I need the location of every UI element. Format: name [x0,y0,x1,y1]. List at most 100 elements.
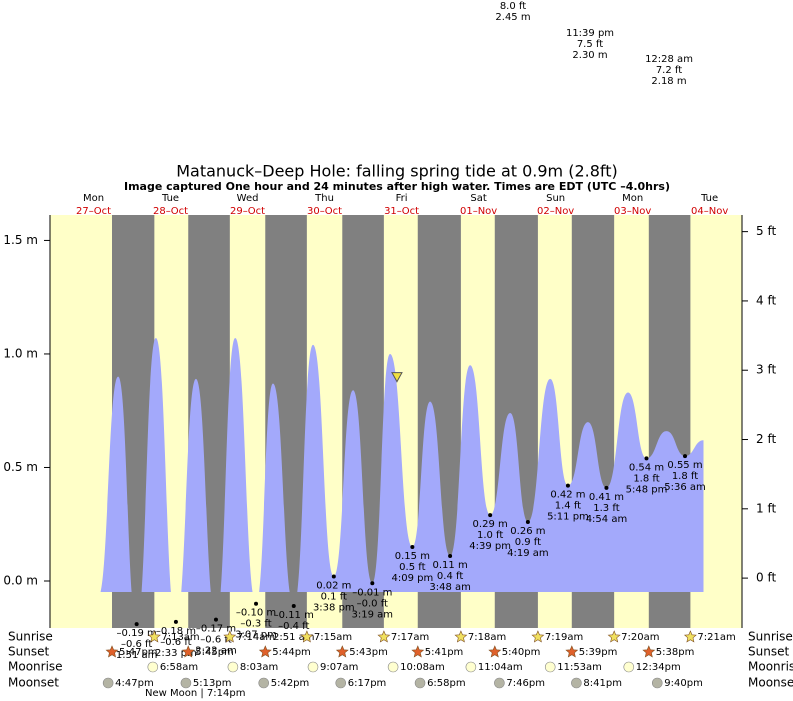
day-date: 03–Nov [614,206,651,217]
low-time: 4:19 am [507,548,549,559]
day-date: 27–Oct [76,206,111,217]
sunrise-icon [223,630,237,643]
low-point [370,581,375,586]
low-ft: 1.0 ft [477,530,503,541]
low-value: 0.55 m [667,460,702,471]
moonset-icon [414,677,426,689]
sunrise-icon [607,630,621,643]
low-ft: –0.0 ft [357,598,388,609]
high-annotation: 2.18 m [651,76,686,87]
foreground: 0.0 m 0.5 m 1.0 m 1.5 m 0 ft 1 ft 2 ft 3 ft 4 ft… [3,1,793,690]
moonset-icon [494,677,505,689]
row-label: Moonset [8,676,59,690]
low-time: 4:39 pm [469,541,511,552]
row-time: 7:18am [468,632,506,643]
sunset-icon [258,645,272,658]
day-name: Fri [396,193,408,204]
day-name: Sat [470,193,486,204]
chart-subtitle: Image captured One hour and 24 minutes a… [124,180,670,193]
row-time: 6:58pm [427,678,466,689]
low-value: –0.17 m [196,624,236,635]
low-point [134,622,139,627]
low-ft: 1.4 ft [555,501,581,512]
row-time: 5:45pm [195,647,234,658]
low-ft: –0.3 ft [240,619,271,630]
low-ft: –0.4 ft [278,621,309,632]
low-time: 3:07 pm [235,630,277,641]
moonrise-icon [227,661,239,673]
sunrise-icon [377,630,391,643]
y2-tick-label: 1 ft [756,501,776,515]
sunrise-icon [683,630,697,643]
low-time: 2:51 am [273,632,315,643]
sunset-icon [565,645,579,658]
low-point [604,485,609,490]
day-date: 31–Oct [384,206,419,217]
sunrise-icon [300,630,314,643]
low-time: 4:09 pm [391,573,433,584]
sunrise-icon [147,630,161,643]
low-time: 5:11 pm [547,512,589,523]
row-time: 7:46pm [506,678,545,689]
sunset-icon [335,645,349,658]
row-time: 7:13am [161,632,199,643]
low-ft: 1.8 ft [633,473,659,484]
low-ft: 1.8 ft [672,471,698,482]
moonset-icon [651,677,663,689]
moon-phase: New Moon | 7:14pm [145,688,245,699]
low-value: 0.15 m [395,551,430,562]
high-annotation: 8.0 ft [500,1,526,12]
low-value: 0.41 m [589,492,624,503]
y2-tick-label: 4 ft [756,293,776,307]
row-time: 5:13pm [193,678,232,689]
low-ft: –0.6 ft [121,639,152,650]
day-name: Wed [237,193,259,204]
moonrise-icon [307,661,319,673]
moonset-icon [180,677,192,689]
row-time: 7:21am [697,632,735,643]
high-annotation: 2.30 m [572,50,607,61]
row-time: 8:41pm [583,678,622,689]
low-value: 0.29 m [473,519,508,530]
moonrise-icon [147,661,159,673]
row-time: 9:40pm [664,678,703,689]
y-tick-label: 1.0 m [3,346,38,360]
low-time: 2:33 pm [155,648,197,659]
moonset-icon [102,677,114,689]
day-name: Mon [622,193,643,204]
row-label: Moonrise [8,660,63,674]
row-time: 5:42pm [271,678,310,689]
row-label-right: Sunset [748,645,789,659]
row-time: 7:17am [391,632,429,643]
low-time: 1:51 am [116,650,158,661]
low-point [410,544,415,549]
low-ft: –0.6 ft [160,637,191,648]
low-point [213,617,218,622]
y-tick-label: 0.5 m [3,460,38,474]
low-point [488,513,493,518]
row-time: 4:47pm [115,678,154,689]
day-date: 01–Nov [460,206,497,217]
day-date: 04–Nov [691,206,728,217]
day-name: Thu [314,193,334,204]
low-value: 0.02 m [316,580,351,591]
sunset-icon [181,645,195,658]
low-ft: 0.1 ft [321,591,347,602]
row-time: 5:47pm [119,647,158,658]
low-point [683,454,688,459]
row-time: 6:17pm [348,678,387,689]
y2-tick-label: 2 ft [756,432,776,446]
low-point [644,456,649,461]
high-annotation: 11:39 pm [566,28,614,39]
low-point [565,483,570,488]
low-time: 3:48 am [429,582,471,593]
day-name: Tue [161,193,179,204]
sunset-icon [488,645,502,658]
day-date: 28–Oct [153,206,188,217]
row-time: 6:58am [160,662,198,673]
row-time: 5:38pm [656,647,695,658]
day-name: Tue [700,193,718,204]
sunset-icon [642,645,656,658]
row-time: 8:03am [240,662,278,673]
low-time: 3:38 pm [313,602,355,613]
